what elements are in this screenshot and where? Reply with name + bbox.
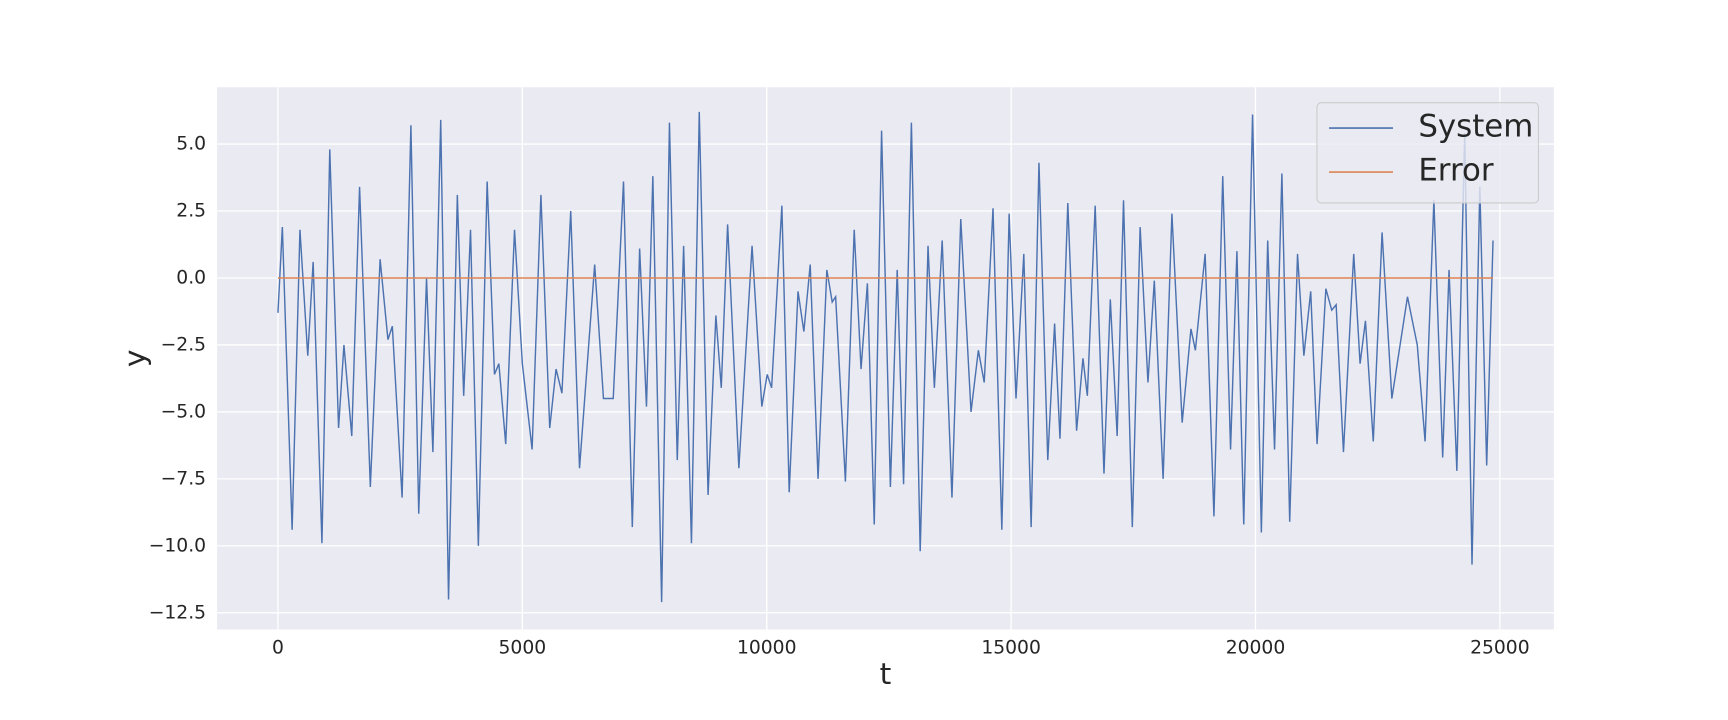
x-tick-label: 15000 (981, 638, 1041, 659)
y-tick-label: −2.5 (161, 334, 206, 355)
series-line (277, 111, 1494, 603)
y-tick-label: −5.0 (161, 401, 206, 422)
y-axis-label: y (118, 350, 153, 368)
x-tick-label: 25000 (1470, 638, 1530, 659)
y-tick-label: 5.0 (176, 134, 206, 155)
y-tick-label: 0.0 (176, 267, 206, 288)
x-tick-label: 5000 (499, 638, 547, 659)
y-tick-label: 2.5 (176, 201, 206, 222)
y-tick-label: −12.5 (149, 602, 206, 623)
x-tick-label: 20000 (1226, 638, 1286, 659)
y-tick-label: −10.0 (149, 535, 206, 556)
legend-label: System (1418, 109, 1533, 145)
x-tick-label: 10000 (737, 638, 797, 659)
x-axis-label: t (880, 657, 892, 692)
legend-label: Error (1418, 153, 1494, 189)
x-tick-label: 0 (272, 638, 284, 659)
y-tick-label: −7.5 (161, 468, 206, 489)
